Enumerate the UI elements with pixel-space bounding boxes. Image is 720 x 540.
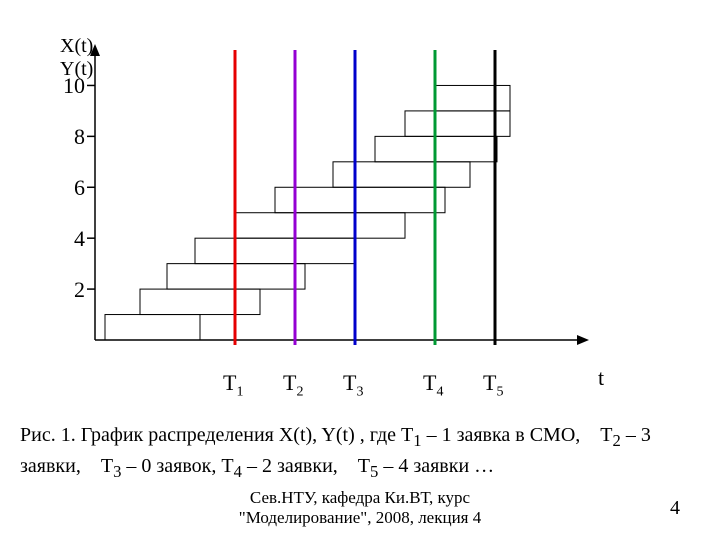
y-tick-label: 6 <box>55 175 85 201</box>
t-marker-label: T4 <box>423 370 443 400</box>
t-marker-label: T2 <box>283 370 303 400</box>
t-marker-label: T3 <box>343 370 363 400</box>
page-number: 4 <box>670 497 680 520</box>
footer: Сев.НТУ, кафедра Ки.ВТ, курс "Моделирова… <box>0 488 720 528</box>
footer-line-1: Сев.НТУ, кафедра Ки.ВТ, курс <box>0 488 720 508</box>
y-tick-label: 10 <box>55 73 85 99</box>
y-tick-label: 4 <box>55 226 85 252</box>
figure-caption: Рис. 1. График распределения X(t), Y(t) … <box>20 422 700 483</box>
t-marker-label: T5 <box>483 370 503 400</box>
x-axis-title: t <box>598 365 604 391</box>
t-marker-label: T1 <box>223 370 243 400</box>
chart-plot <box>95 60 555 340</box>
y-tick-label: 2 <box>55 277 85 303</box>
y-tick-label: 8 <box>55 124 85 150</box>
footer-line-2: "Моделирование", 2008, лекция 4 <box>0 508 720 528</box>
